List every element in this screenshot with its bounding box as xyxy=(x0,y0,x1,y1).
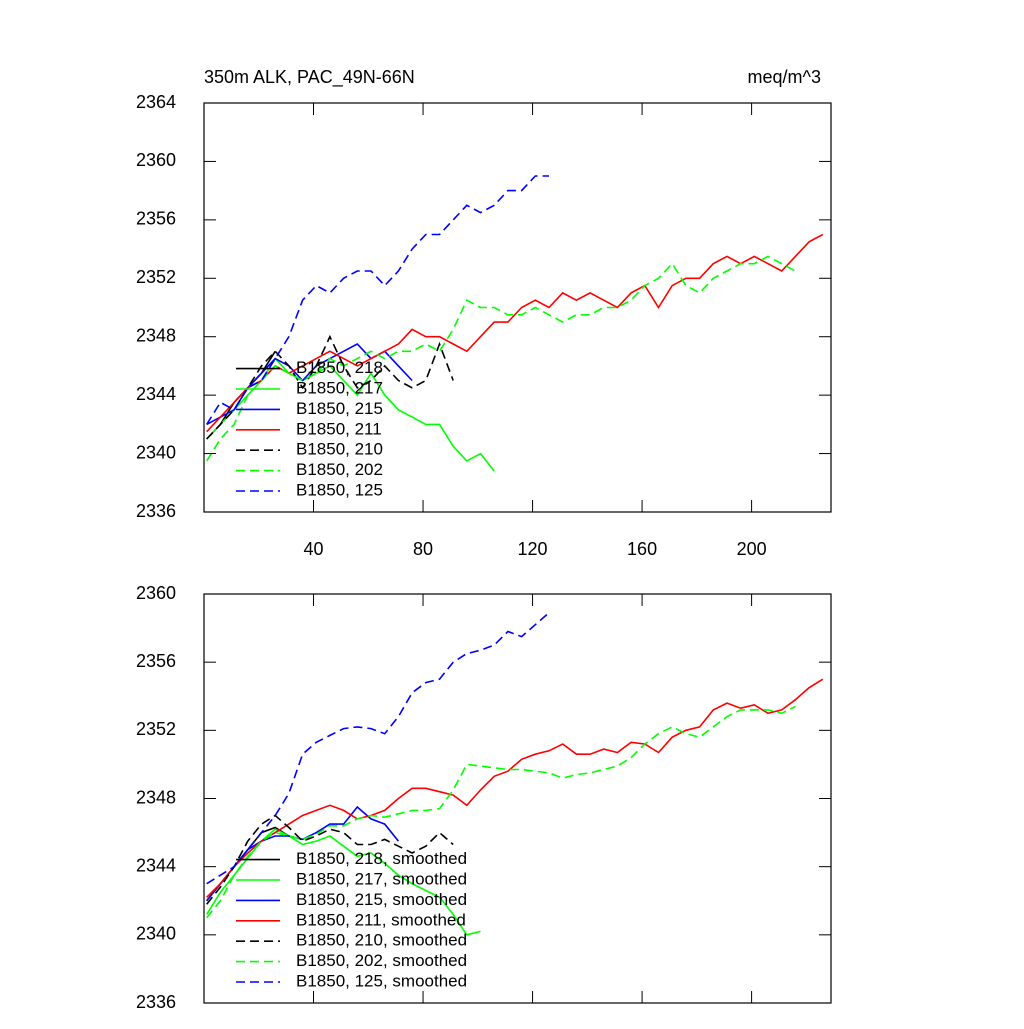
y-tick-label: 2336 xyxy=(136,501,176,521)
legend-label: B1850, 211, smoothed xyxy=(296,910,466,929)
x-tick-label: 40 xyxy=(304,539,324,559)
y-tick-label: 2340 xyxy=(136,442,176,462)
legend-label: B1850, 218, smoothed xyxy=(296,849,467,868)
y-tick-label: 2360 xyxy=(136,583,176,603)
legend-label: B1850, 215 xyxy=(296,399,383,418)
data-line xyxy=(206,805,400,902)
data-line xyxy=(206,334,454,440)
legend-label: B1850, 125, smoothed xyxy=(296,971,467,990)
data-line xyxy=(206,705,796,919)
y-tick-label: 2360 xyxy=(136,150,176,170)
legend-label: B1850, 210 xyxy=(296,440,383,459)
y-tick-label: 2336 xyxy=(136,992,176,1012)
legend-label: B1850, 202, smoothed xyxy=(296,951,467,970)
plot-frame xyxy=(203,102,832,513)
legend-label: B1850, 217 xyxy=(296,378,383,397)
y-tick-label: 2356 xyxy=(136,209,176,229)
legend-label: B1850, 215, smoothed xyxy=(296,890,467,909)
x-tick-label: 120 xyxy=(518,539,548,559)
data-line xyxy=(206,678,824,898)
data-line xyxy=(206,175,549,425)
legend-label: B1850, 210, smoothed xyxy=(296,931,467,950)
data-line xyxy=(206,814,454,905)
legend-label: B1850, 202 xyxy=(296,460,383,479)
legend-label: B1850, 218 xyxy=(296,358,383,377)
legend-label: B1850, 125 xyxy=(296,480,383,499)
y-tick-label: 2348 xyxy=(136,325,176,345)
y-tick-label: 2344 xyxy=(136,855,176,875)
x-tick-label: 80 xyxy=(413,539,433,559)
y-tick-label: 2352 xyxy=(136,267,176,287)
y-tick-label: 2340 xyxy=(136,924,176,944)
y-tick-label: 2348 xyxy=(136,787,176,807)
legend-label: B1850, 211 xyxy=(296,419,382,438)
y-tick-label: 2352 xyxy=(136,719,176,739)
legend-label: B1850, 217, smoothed xyxy=(296,869,467,888)
chart-title: 350m ALK, PAC_49N-66N xyxy=(204,67,415,88)
units-label: meq/m^3 xyxy=(748,67,821,87)
data-line xyxy=(206,233,824,433)
x-tick-label: 160 xyxy=(627,539,657,559)
data-line xyxy=(206,828,481,936)
y-tick-label: 2364 xyxy=(136,92,176,112)
x-tick-label: 200 xyxy=(737,539,767,559)
data-line xyxy=(206,255,796,462)
y-tick-label: 2356 xyxy=(136,651,176,671)
y-tick-label: 2344 xyxy=(136,384,176,404)
